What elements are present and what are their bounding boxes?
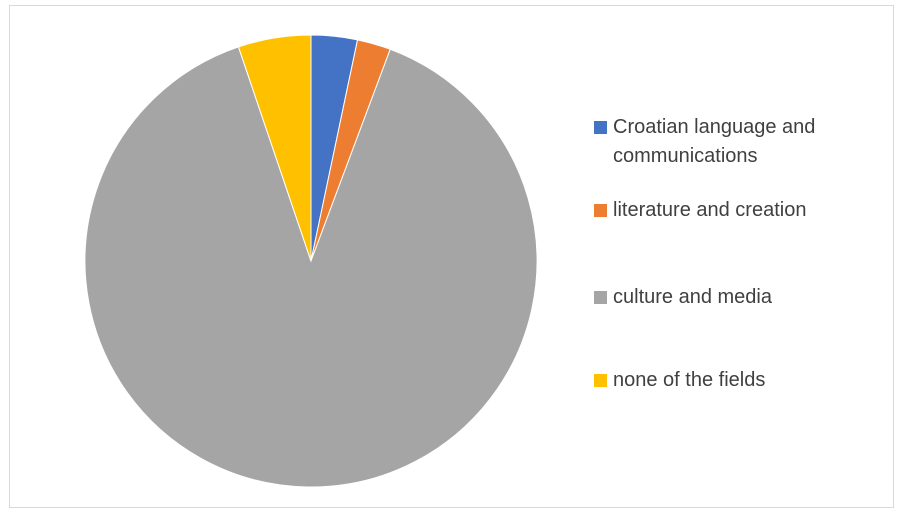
chart-area: Croatian language and communications lit… xyxy=(9,5,894,508)
pie-slices xyxy=(84,34,538,488)
pie-slice-2 xyxy=(84,46,538,488)
legend-entry-0: Croatian language and communications xyxy=(594,116,873,171)
pie-chart xyxy=(84,34,538,488)
legend-swatch-3 xyxy=(594,374,607,387)
legend-swatch-2 xyxy=(594,291,607,304)
legend-entry-1: literature and creation xyxy=(594,199,873,225)
legend-label-2: culture and media xyxy=(613,286,772,308)
pie-slice-3 xyxy=(237,34,312,262)
legend-swatch-0 xyxy=(594,121,607,134)
legend-entry-3: none of the fields xyxy=(594,369,873,395)
legend-swatch-1 xyxy=(594,204,607,217)
legend-entry-2: culture and media xyxy=(594,286,873,312)
legend-label-1: literature and creation xyxy=(613,199,807,221)
legend-label-0: Croatian language and communications xyxy=(613,116,816,167)
legend-label-3: none of the fields xyxy=(613,369,766,391)
